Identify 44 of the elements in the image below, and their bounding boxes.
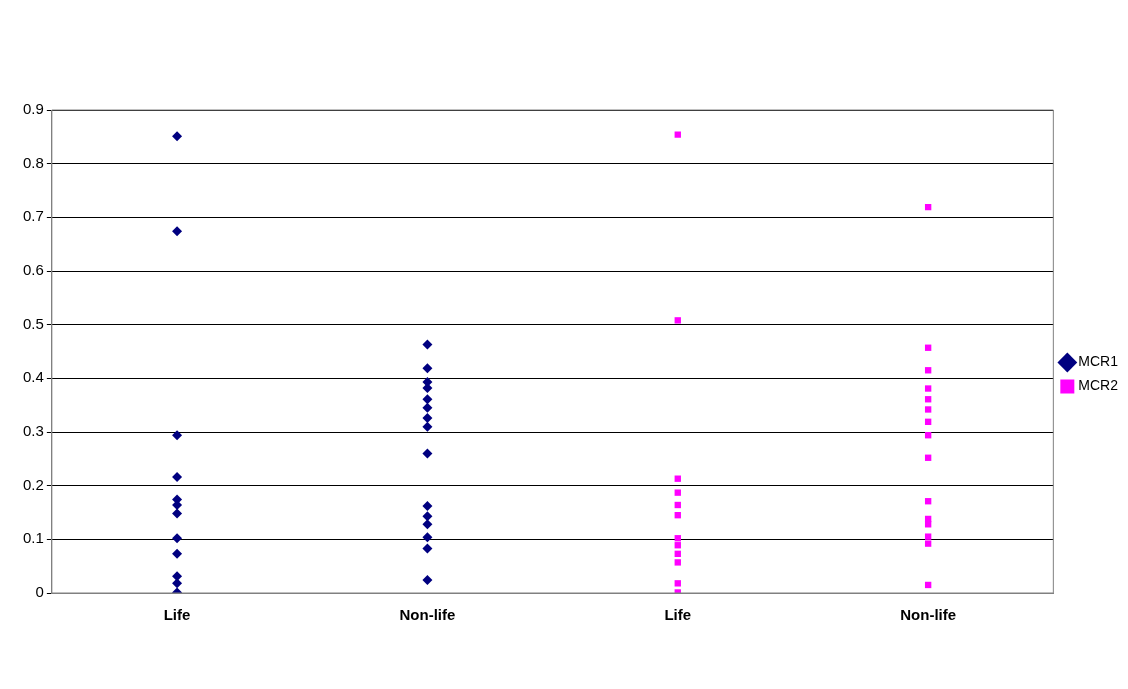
point <box>924 540 932 547</box>
point <box>172 472 183 483</box>
y-tick-label: 0.7 <box>22 207 44 225</box>
y-tick-label: 0.2 <box>22 475 44 493</box>
point <box>422 532 433 543</box>
y-tick-label: 0.9 <box>22 100 44 118</box>
legend-label: MCR2 <box>1078 377 1119 394</box>
point <box>422 394 433 405</box>
y-tick-label: 0.3 <box>22 422 44 440</box>
point <box>674 580 681 587</box>
x-tick-label: Non-life <box>399 606 456 624</box>
point <box>172 131 183 142</box>
x-tick-label: Life <box>664 606 692 624</box>
y-tick-label: 0.8 <box>22 153 44 171</box>
point <box>172 533 183 544</box>
point <box>422 501 433 512</box>
point <box>924 406 932 413</box>
x-tick-label: Non-life <box>900 606 957 624</box>
point <box>422 402 433 413</box>
x-tick-label: Life <box>163 606 191 624</box>
point <box>674 489 681 496</box>
y-tick-label: 0.1 <box>22 529 44 547</box>
point <box>172 548 183 559</box>
point <box>924 533 932 540</box>
point <box>422 339 433 350</box>
point <box>172 226 183 237</box>
point <box>422 421 433 432</box>
point <box>172 508 183 519</box>
legend-label: MCR1 <box>1078 353 1119 370</box>
point <box>422 363 433 374</box>
point <box>172 430 183 441</box>
y-tick-label: 0.5 <box>22 314 44 332</box>
point <box>422 543 433 554</box>
point <box>422 575 433 586</box>
point <box>422 413 433 424</box>
point <box>422 519 433 530</box>
point <box>422 511 433 522</box>
point <box>674 559 681 566</box>
point <box>924 385 932 392</box>
y-tick-label: 0 <box>35 583 44 601</box>
point <box>422 448 433 459</box>
point <box>674 317 681 324</box>
y-tick-label: 0.6 <box>22 261 44 279</box>
y-tick-label: 0.4 <box>22 368 44 386</box>
